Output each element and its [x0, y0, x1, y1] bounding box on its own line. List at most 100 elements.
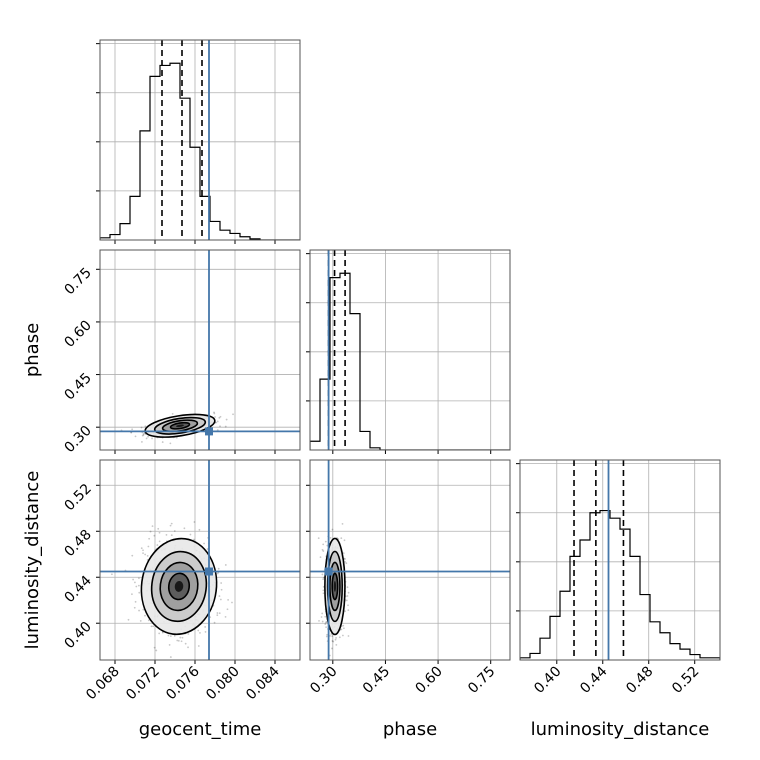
sample-point	[324, 540, 327, 543]
ylabel-luminosity-distance: luminosity_distance	[22, 471, 43, 650]
histogram-step	[100, 62, 300, 240]
xlabel-phase: phase	[383, 719, 437, 740]
sample-point	[165, 533, 168, 536]
sample-point	[219, 598, 222, 601]
sample-point	[216, 572, 219, 575]
sample-point	[137, 584, 140, 587]
sample-point	[343, 539, 346, 542]
sample-point	[319, 556, 322, 559]
sample-point	[231, 601, 233, 604]
sample-point	[346, 586, 349, 589]
panel-frame	[99, 39, 301, 241]
contour-0	[140, 537, 218, 636]
sample-point	[169, 635, 172, 638]
sample-point	[325, 621, 327, 624]
sample-point	[180, 640, 183, 643]
sample-point	[204, 631, 207, 633]
sample-point	[161, 441, 164, 443]
sample-point	[142, 433, 145, 436]
panel-geocent_time-luminosity_distance: 0.068 0.072 0.076 0.080 0.084 0.40 0.44 0.48 0.5…	[61, 459, 301, 704]
panel-frame	[309, 459, 511, 661]
contour-0	[324, 537, 346, 636]
tick-label-geocent_time-0: 0.068	[83, 664, 123, 704]
tick-label-geocent_time-2: 0.076	[163, 663, 203, 703]
sample-point	[189, 533, 192, 536]
sample-point	[345, 562, 348, 565]
sample-point	[193, 538, 195, 541]
sample-point	[322, 543, 325, 546]
sample-point	[184, 642, 187, 645]
sample-point	[152, 625, 155, 628]
panel-frame	[99, 249, 301, 451]
tick-label-luminosity_distance-0: 0.40	[61, 619, 94, 652]
sample-point	[151, 525, 154, 528]
sample-point	[110, 573, 113, 576]
sample-point	[322, 592, 325, 595]
truth-marker	[205, 427, 213, 436]
sample-point	[187, 646, 189, 649]
sample-point	[218, 595, 221, 597]
sample-point	[219, 425, 221, 428]
sample-point	[331, 640, 334, 642]
sample-point	[161, 631, 164, 634]
sample-point	[169, 524, 172, 527]
sample-point	[317, 537, 320, 540]
sample-point	[145, 437, 148, 440]
histogram-step	[310, 272, 510, 450]
sample-point	[344, 610, 346, 613]
sample-point	[131, 554, 134, 557]
sample-point	[213, 621, 216, 624]
sample-point	[138, 591, 141, 594]
sample-point	[318, 620, 320, 622]
sample-point	[153, 534, 156, 537]
sample-point	[232, 413, 234, 416]
sample-point	[187, 633, 190, 635]
tick-label-phase-3: 0.75	[465, 664, 498, 697]
sample-point	[226, 608, 229, 611]
sample-point	[170, 522, 173, 525]
sample-point	[158, 540, 161, 543]
sample-point	[193, 521, 196, 523]
sample-point	[326, 633, 328, 636]
tick-label-luminosity_distance-1: 0.44	[577, 663, 610, 696]
tick-label-geocent_time-3: 0.080	[203, 664, 243, 704]
sample-point	[198, 528, 201, 531]
sample-point	[325, 635, 328, 638]
sample-point	[176, 639, 179, 642]
sample-point	[325, 620, 328, 623]
sample-point	[216, 420, 219, 423]
sample-point	[203, 542, 205, 545]
sample-point	[331, 647, 333, 650]
tick-label-phase-0: 0.30	[61, 423, 94, 456]
tick-label-phase-1: 0.45	[360, 664, 393, 697]
sample-point	[321, 573, 324, 576]
sample-point	[345, 599, 348, 602]
sample-point	[214, 416, 216, 418]
sample-point	[134, 435, 137, 438]
sample-point	[321, 612, 324, 615]
contour-2	[329, 561, 341, 612]
sample-point	[324, 615, 327, 618]
sample-point	[138, 609, 140, 612]
xlabel-luminosity-distance: luminosity_distance	[531, 719, 710, 740]
sample-point	[199, 632, 201, 634]
contour-1	[326, 550, 344, 623]
sample-point	[173, 634, 176, 637]
tick-label-geocent_time-4: 0.084	[243, 663, 283, 703]
sample-point	[216, 612, 219, 614]
sample-point	[321, 548, 324, 551]
tick-label-luminosity_distance-2: 0.48	[61, 527, 94, 560]
tick-label-phase-2: 0.60	[413, 664, 446, 697]
sample-point	[340, 628, 343, 631]
sample-point	[167, 634, 170, 637]
sample-point	[150, 625, 153, 628]
tick-label-luminosity_distance-1: 0.44	[61, 573, 94, 606]
sample-point	[135, 585, 138, 588]
sample-point	[224, 425, 227, 428]
contour-3	[331, 572, 339, 601]
tick-label-luminosity_distance-3: 0.52	[669, 664, 702, 697]
sample-point	[133, 606, 136, 609]
truth-marker	[205, 567, 213, 576]
histogram-step	[520, 509, 720, 660]
sample-point	[132, 578, 134, 581]
